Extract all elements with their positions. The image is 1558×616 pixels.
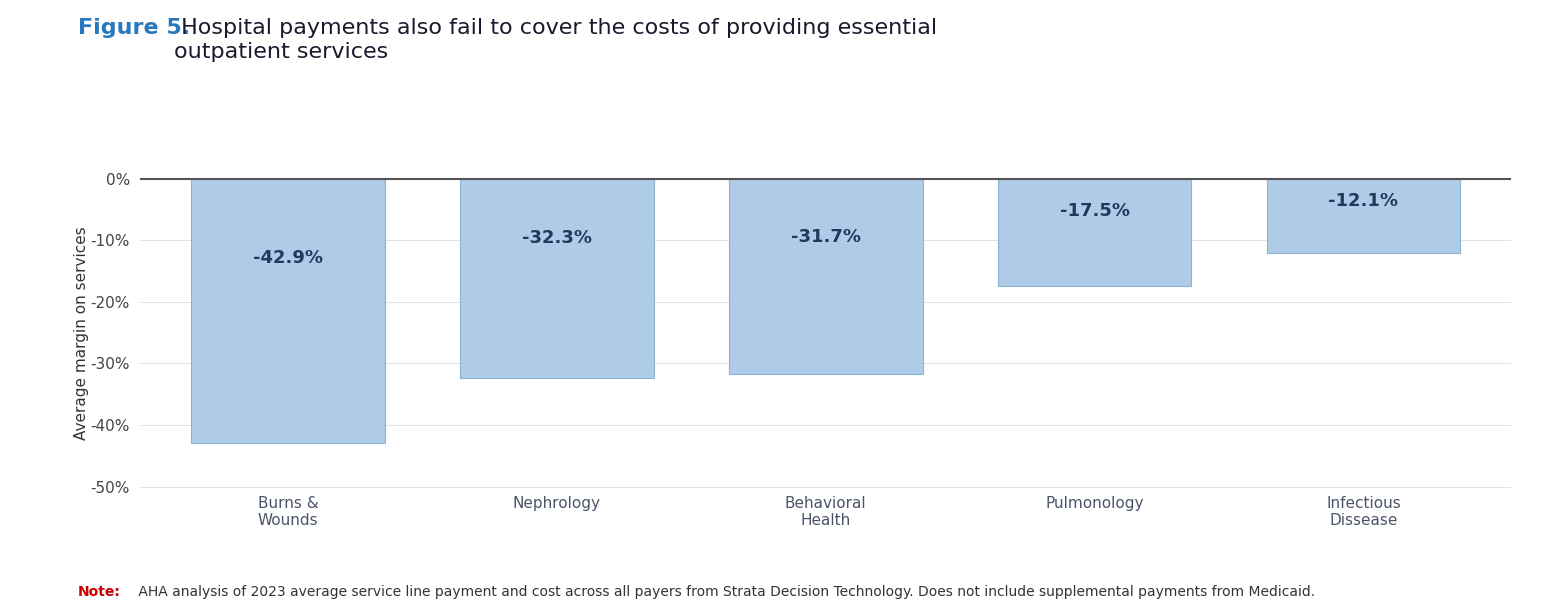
Text: Behavioral
Health: Behavioral Health [785, 496, 866, 529]
Text: Hospital payments also fail to cover the costs of providing essential
outpatient: Hospital payments also fail to cover the… [174, 18, 938, 62]
Bar [192, 179, 385, 443]
Text: -12.1%: -12.1% [1329, 192, 1399, 210]
Text: Figure 5.: Figure 5. [78, 18, 190, 38]
Bar [1267, 179, 1460, 253]
Text: -17.5%: -17.5% [1059, 202, 1130, 220]
Bar [729, 179, 922, 374]
Text: Pulmonology: Pulmonology [1045, 496, 1144, 511]
Text: Nephrology: Nephrology [513, 496, 601, 511]
Text: -31.7%: -31.7% [791, 228, 860, 246]
Text: -32.3%: -32.3% [522, 229, 592, 248]
Text: AHA analysis of 2023 average service line payment and cost across all payers fro: AHA analysis of 2023 average service lin… [134, 585, 1315, 599]
Y-axis label: Average margin on services: Average margin on services [75, 226, 89, 439]
Bar [997, 179, 1192, 286]
Text: Burns &
Wounds: Burns & Wounds [257, 496, 318, 529]
Text: Note:: Note: [78, 585, 122, 599]
Text: Infectious
Dissease: Infectious Dissease [1326, 496, 1401, 529]
Bar [460, 179, 654, 378]
Text: -42.9%: -42.9% [252, 249, 323, 267]
